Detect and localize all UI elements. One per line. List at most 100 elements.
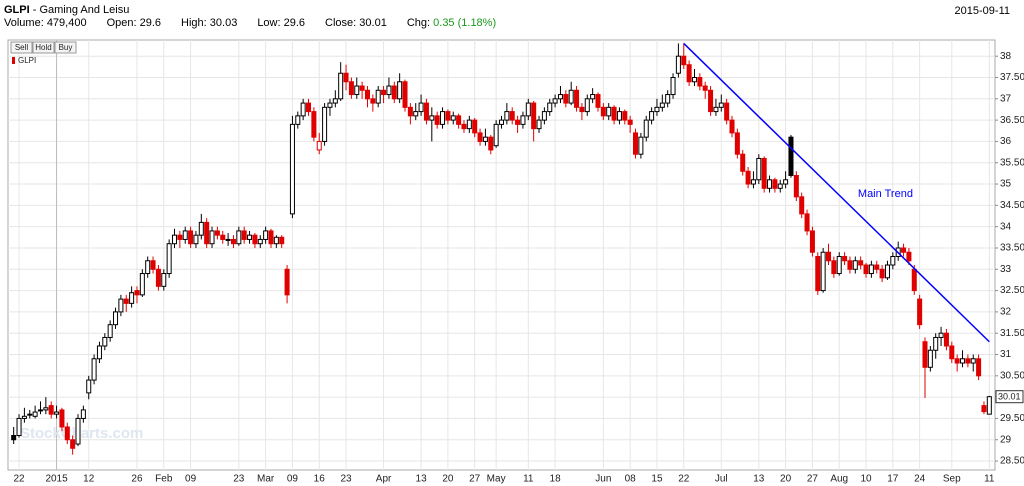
candle-body — [831, 260, 837, 275]
candle-body — [402, 81, 408, 108]
candle-body — [230, 238, 236, 245]
y-tick-label: 32 — [1000, 307, 1012, 318]
candle-body — [670, 77, 676, 96]
x-tick-label: May — [487, 474, 506, 485]
candle-body — [182, 230, 188, 240]
button-box — [10, 41, 33, 54]
candle-body — [338, 72, 344, 100]
candle-body — [616, 111, 622, 121]
x-tick-label: 20 — [780, 474, 792, 485]
candle-body — [622, 111, 628, 121]
annotation-label: Main Trend — [858, 188, 913, 200]
candle-body — [134, 290, 140, 296]
field-label: Close: — [325, 17, 357, 29]
candle-body — [107, 324, 113, 338]
candle-body — [906, 251, 912, 262]
candle-body — [139, 273, 145, 296]
candle-body — [600, 106, 606, 117]
button[interactable]: Hold — [32, 41, 55, 54]
candle-body — [214, 230, 220, 236]
y-tick-label: 34.50 — [1000, 200, 1024, 211]
candle-body — [96, 345, 102, 360]
x-tick-label: 24 — [914, 474, 926, 485]
candle-body — [970, 358, 976, 364]
price-label: 30.01 — [998, 392, 1021, 402]
candle-body — [960, 358, 966, 364]
y-tick-label: 32.50 — [1000, 285, 1024, 296]
candle-body — [917, 298, 923, 326]
date: 2015-09-11 — [954, 5, 1010, 17]
candle-body — [482, 136, 488, 142]
candle-body — [493, 123, 499, 147]
candle-body — [359, 85, 365, 91]
y-tick-label: 36.50 — [1000, 115, 1024, 126]
candle-body — [697, 77, 703, 87]
candle-body — [209, 230, 215, 245]
candle-body — [418, 102, 424, 113]
x-tick-label: Sep — [943, 474, 961, 485]
candle-body — [965, 358, 971, 364]
candle-body — [161, 273, 167, 287]
y-tick-label: 30.50 — [1000, 370, 1024, 381]
candle-body — [820, 251, 826, 292]
quote-field: Volume: 479,400 — [4, 17, 87, 29]
x-tick-label: 23 — [340, 474, 352, 485]
candle-body — [91, 358, 97, 381]
field-label: Low: — [257, 17, 281, 29]
candle-body — [32, 411, 38, 417]
candle-body — [300, 102, 306, 117]
candle-body — [450, 115, 456, 121]
candle-body — [11, 434, 17, 441]
candle-body — [461, 123, 467, 130]
candle-body — [649, 111, 655, 121]
candle-body — [590, 94, 596, 100]
candle-body — [933, 336, 939, 351]
candle-body — [155, 268, 161, 287]
candle-body — [348, 81, 354, 96]
y-tick-label: 29 — [1000, 434, 1012, 445]
button[interactable]: Sell — [10, 41, 33, 54]
candle-body — [247, 234, 253, 240]
quote-field: Close: 30.01 — [325, 17, 387, 29]
candle-body — [611, 106, 617, 121]
candle-body — [311, 111, 317, 138]
candle-body — [54, 411, 60, 415]
candle-body — [825, 251, 832, 262]
candle-body — [767, 179, 773, 189]
candle-body — [568, 89, 574, 104]
y-tick-label: 29.50 — [1000, 413, 1024, 424]
candle-body — [734, 132, 740, 155]
candle-body — [257, 238, 263, 245]
candle-body — [745, 170, 751, 185]
x-tick-label: 10 — [860, 474, 872, 485]
y-tick-label: 28.50 — [1000, 456, 1024, 467]
candle-body — [477, 132, 483, 142]
candle-body — [793, 175, 799, 198]
x-tick-label: 27 — [807, 474, 819, 485]
candle-body — [177, 234, 183, 240]
candle-body — [86, 379, 92, 394]
symbol: GLPI — [4, 4, 30, 16]
x-tick-label: 27 — [469, 474, 481, 485]
candle-body — [606, 106, 612, 117]
candle-body — [686, 64, 692, 83]
candle-body — [391, 85, 397, 100]
trend-line — [683, 42, 990, 343]
y-tick-label: 33.50 — [1000, 243, 1024, 254]
candle-body — [574, 89, 580, 108]
candle-body — [890, 255, 896, 266]
candle-body — [708, 89, 714, 113]
field-label: Open: — [106, 17, 137, 29]
candle-body — [879, 268, 885, 279]
candle-body — [225, 238, 231, 241]
y-tick-label: 35.50 — [1000, 157, 1024, 168]
y-tick-label: 35 — [1000, 179, 1012, 190]
button-label: Buy — [59, 43, 73, 52]
candle-body — [809, 230, 815, 253]
candle-body — [874, 264, 880, 270]
button[interactable]: Buy — [54, 41, 77, 54]
candle-body — [70, 439, 76, 449]
button-label: Hold — [35, 43, 51, 52]
x-tick-label: Mar — [257, 474, 275, 485]
